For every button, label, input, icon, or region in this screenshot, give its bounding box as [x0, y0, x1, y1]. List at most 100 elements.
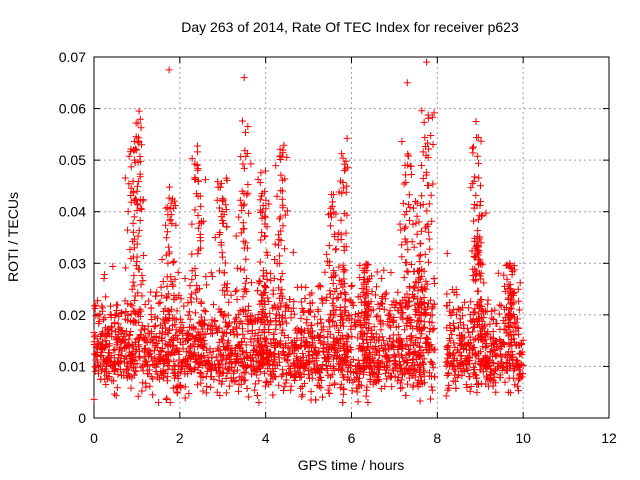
data-point — [325, 258, 333, 266]
data-point — [458, 372, 466, 380]
data-point — [189, 324, 197, 332]
data-point — [116, 324, 124, 332]
data-point — [98, 341, 106, 349]
data-point — [222, 174, 230, 182]
data-point — [163, 377, 171, 385]
data-point — [156, 330, 164, 338]
data-point — [489, 382, 497, 390]
data-point — [243, 191, 251, 199]
data-point — [505, 310, 513, 318]
data-point — [419, 287, 427, 295]
data-point — [205, 321, 213, 329]
data-point — [224, 322, 232, 330]
data-point — [446, 337, 454, 345]
data-point — [363, 386, 371, 394]
data-point — [455, 323, 463, 331]
data-point — [516, 279, 524, 287]
data-points — [90, 58, 527, 407]
data-point — [325, 211, 333, 219]
data-point — [330, 381, 338, 389]
data-point — [199, 374, 207, 382]
data-point — [134, 392, 142, 400]
data-point — [238, 348, 246, 356]
data-point — [475, 212, 483, 220]
data-point — [399, 344, 407, 352]
data-point — [378, 358, 386, 366]
data-point — [370, 360, 378, 368]
data-point — [335, 329, 343, 337]
data-point — [193, 295, 201, 303]
data-point — [454, 371, 462, 379]
data-point — [188, 250, 196, 258]
data-point — [402, 179, 410, 187]
data-point — [467, 317, 475, 325]
data-point — [500, 271, 508, 279]
data-point — [471, 370, 479, 378]
data-point — [261, 282, 269, 290]
data-point — [130, 156, 138, 164]
data-point — [416, 275, 424, 283]
data-point — [178, 363, 186, 371]
data-point — [217, 350, 225, 358]
data-point — [143, 338, 151, 346]
data-point — [315, 337, 323, 345]
data-point — [326, 290, 334, 298]
data-point — [208, 354, 216, 362]
data-point — [258, 341, 266, 349]
y-tick-label: 0.03 — [59, 255, 86, 271]
data-point — [337, 366, 345, 374]
data-point — [258, 309, 266, 317]
data-point — [197, 298, 205, 306]
data-point — [297, 298, 305, 306]
data-point — [513, 341, 521, 349]
data-point — [135, 347, 143, 355]
data-point — [354, 370, 362, 378]
data-point — [343, 211, 351, 219]
data-point — [341, 303, 349, 311]
data-point — [474, 159, 482, 167]
data-point — [196, 368, 204, 376]
data-point — [340, 184, 348, 192]
data-point — [152, 292, 160, 300]
data-point — [273, 260, 281, 268]
data-point — [225, 298, 233, 306]
data-point — [153, 314, 161, 322]
data-point — [138, 141, 146, 149]
data-point — [181, 383, 189, 391]
data-point — [97, 375, 105, 383]
data-point — [281, 355, 289, 363]
data-point — [229, 326, 237, 334]
data-point — [475, 174, 483, 182]
data-point — [354, 334, 362, 342]
data-point — [222, 330, 230, 338]
data-point — [353, 388, 361, 396]
data-point — [347, 358, 355, 366]
data-point — [167, 277, 175, 285]
data-point — [304, 325, 312, 333]
data-point — [124, 341, 132, 349]
data-point — [505, 348, 513, 356]
data-point — [157, 283, 165, 291]
data-point — [178, 362, 186, 370]
data-point — [171, 321, 179, 329]
data-point — [237, 358, 245, 366]
data-point — [488, 352, 496, 360]
data-point — [274, 305, 282, 313]
data-point — [139, 362, 147, 370]
data-point — [465, 373, 473, 381]
data-point — [244, 181, 252, 189]
data-point — [128, 364, 136, 372]
data-point — [194, 343, 202, 351]
data-point — [282, 379, 290, 387]
data-point — [259, 289, 267, 297]
data-point — [299, 349, 307, 357]
data-point — [412, 351, 420, 359]
data-point — [131, 367, 139, 375]
data-point — [202, 273, 210, 281]
data-point — [503, 303, 511, 311]
data-point — [424, 258, 432, 266]
data-point — [472, 335, 480, 343]
data-point — [465, 329, 473, 337]
data-point — [341, 288, 349, 296]
data-point — [122, 264, 130, 272]
